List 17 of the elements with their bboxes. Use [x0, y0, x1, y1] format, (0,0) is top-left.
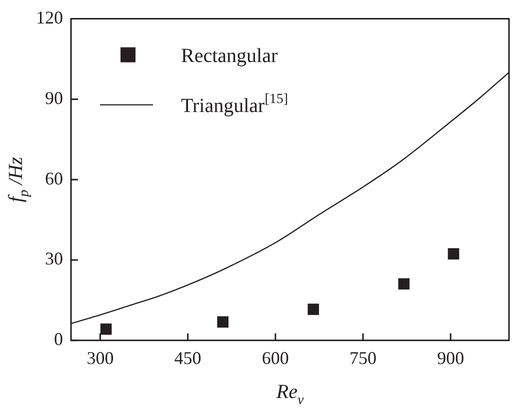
legend-label: Rectangular	[181, 44, 278, 67]
point	[398, 278, 410, 290]
x-tick-label: 750	[350, 348, 376, 368]
x-tick-label: 450	[174, 348, 202, 368]
x-tick-label: 300	[86, 348, 114, 368]
point	[217, 316, 228, 328]
y-tick-label: 60	[45, 168, 63, 188]
x-tick-label: 900	[437, 348, 464, 368]
x-tick-label: 600	[262, 348, 289, 368]
y-tick-label: 120	[36, 8, 63, 28]
y-axis-title: fp /Hz	[5, 156, 32, 202]
point	[448, 248, 460, 260]
y-tick-label: 30	[45, 248, 63, 269]
point	[308, 304, 320, 315]
y-tick-label: 0	[54, 329, 63, 350]
y-tick-label: 90	[45, 88, 63, 108]
point	[100, 323, 112, 335]
